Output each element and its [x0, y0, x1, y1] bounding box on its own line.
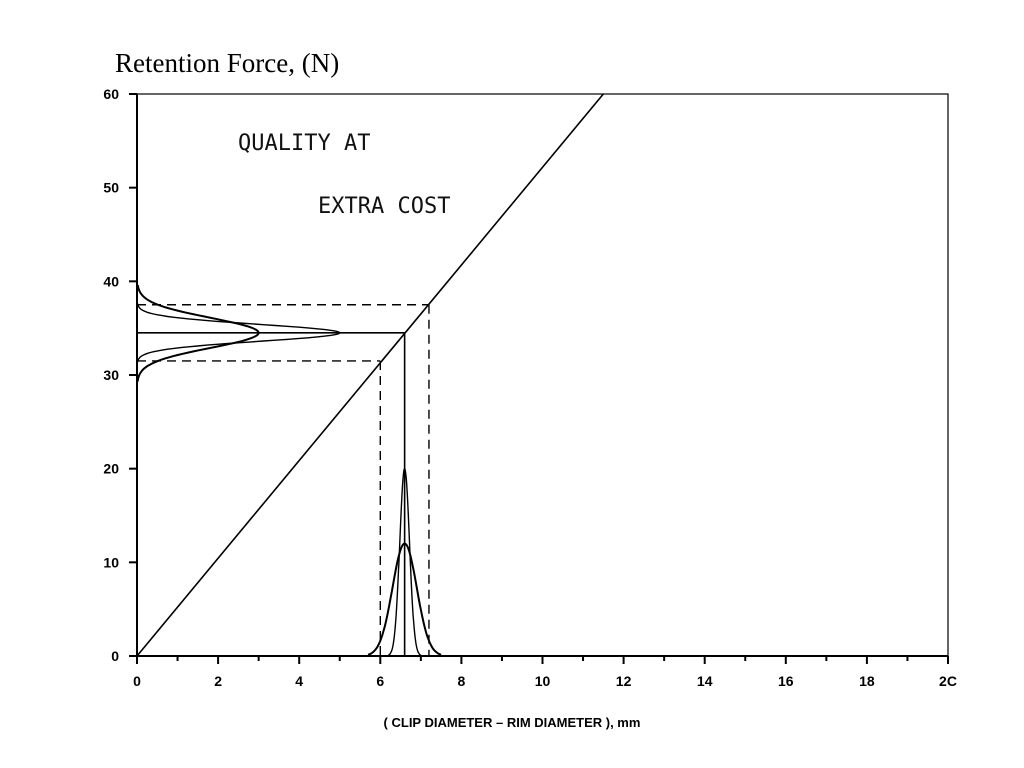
x-tick-label: 10 — [535, 673, 551, 689]
annotation-extra-cost: EXTRA COST — [318, 194, 450, 219]
y-tick-label: 20 — [103, 461, 119, 477]
x-tick-label: 12 — [616, 673, 632, 689]
x-tick-label: 18 — [859, 673, 875, 689]
x-distribution-curve — [387, 467, 422, 656]
y-tick-label: 0 — [111, 648, 119, 664]
x-tick-label: 0 — [133, 673, 141, 689]
x-tick-label: 4 — [295, 673, 303, 689]
y-distribution-curve — [136, 300, 341, 366]
y-tick-label: 60 — [103, 86, 119, 102]
plot-area: 0 2 4 6 8 10 12 14 16 18 2С 0 10 20 30 40 50 60 — [103, 86, 957, 689]
x-tick-label: 16 — [778, 673, 794, 689]
x-tick-label: 2С — [939, 673, 957, 689]
y-tick-label: 50 — [103, 180, 119, 196]
x-tick-label: 8 — [458, 673, 466, 689]
x-tick-label: 14 — [697, 673, 713, 689]
x-tick-label: 2 — [214, 673, 222, 689]
plot-frame — [136, 93, 949, 657]
y-tick-label: 10 — [103, 554, 119, 570]
y-distribution-curve — [136, 284, 260, 382]
y-tick-label: 30 — [103, 367, 119, 383]
x-distribution-curve — [367, 542, 442, 656]
x-tick-label: 6 — [376, 673, 384, 689]
y-tick-label: 40 — [103, 273, 119, 289]
x-axis-label: ( CLIP DIAMETER – RIM DIAMETER ), mm — [384, 715, 641, 730]
annotation-quality-at: QUALITY AT — [238, 131, 370, 156]
chart-title: Retention Force, (N) — [115, 48, 339, 78]
relation-line — [136, 93, 604, 657]
